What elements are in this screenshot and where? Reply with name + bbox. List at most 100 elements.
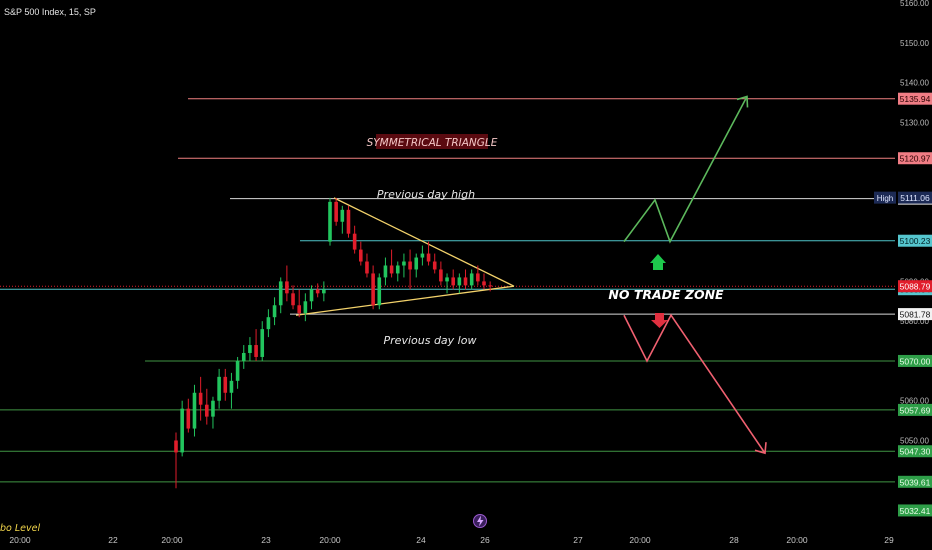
candle-body (291, 293, 295, 306)
level-tag-bg (898, 445, 932, 458)
annotations: SYMMETRICAL TRIANGLE Previous day high P… (367, 134, 724, 347)
candle-body (174, 440, 178, 453)
candle-body (248, 345, 252, 353)
candle-body (482, 281, 486, 286)
time-tick: 20:00 (629, 535, 651, 545)
level-tag: 5032.41 (900, 506, 931, 516)
no-trade-zone-label: NO TRADE ZONE (608, 287, 724, 302)
candle-body (451, 277, 455, 286)
candle-body (205, 404, 209, 417)
level-tag: 5047.30 (900, 447, 931, 457)
time-tick: 24 (416, 535, 426, 545)
bullish-arrowhead (736, 95, 749, 108)
level-tag-bg (898, 152, 932, 165)
candle-body (309, 289, 314, 302)
candle-body (254, 345, 258, 357)
price-tick: 5080.00 (900, 317, 929, 326)
candle-body (414, 257, 419, 270)
time-tick: 26 (480, 535, 490, 545)
direction-icons (650, 254, 668, 328)
candle-body (445, 277, 449, 282)
candle-body (457, 277, 462, 286)
pattern-title-background (376, 134, 488, 149)
triangle-lower-trendline (295, 285, 515, 316)
candle-body (272, 305, 277, 318)
lightning-icon[interactable] (473, 514, 487, 528)
candle-body (389, 265, 394, 274)
high-marker-label: High (877, 194, 893, 203)
candle-body (315, 289, 320, 294)
candle-body (432, 261, 437, 270)
candle-body (198, 392, 203, 405)
prev-day-low-label: Previous day low (384, 334, 477, 347)
high-value-tag: 5111.06 (900, 193, 930, 203)
bottom-left-clipped-label: bo Level (0, 523, 40, 534)
level-tag: 5100.23 (900, 236, 931, 246)
price-tick: 5130.00 (900, 118, 929, 127)
candle-body (488, 285, 492, 287)
candle-body (217, 376, 221, 401)
price-tags: 5135.945120.975110.825100.235088.045081.… (874, 92, 932, 517)
high-value-tag-bg (898, 191, 932, 204)
price-tick: 5060.00 (900, 397, 929, 406)
price-tick: 5140.00 (900, 79, 929, 88)
price-tick: 5150.00 (900, 39, 929, 48)
candle-body (328, 201, 332, 242)
time-tick: 22 (108, 535, 118, 545)
scenario-paths (623, 95, 767, 455)
candle-body (223, 376, 228, 393)
candle-body (303, 301, 308, 314)
last-price-tag-bg (898, 280, 932, 293)
bearish-arrowhead (754, 442, 767, 455)
level-tag-bg (898, 92, 932, 105)
candle-body (408, 261, 412, 270)
candle-body (371, 273, 375, 306)
level-tag: 5070.00 (900, 356, 931, 366)
candle-body (439, 269, 443, 282)
candle-body (383, 265, 388, 278)
time-tick: 20:00 (786, 535, 808, 545)
candle-body (420, 253, 425, 258)
time-tick: 28 (729, 535, 739, 545)
candle-body (285, 281, 289, 294)
time-tick: 23 (261, 535, 271, 545)
last-price-tag: 5088.79 (900, 282, 931, 292)
time-tick: 20:00 (9, 535, 31, 545)
candle-body (334, 201, 338, 222)
level-tag-bg (898, 308, 932, 321)
triangle-pattern (295, 197, 515, 316)
symbol-title[interactable]: S&P 500 Index, 15, SP (4, 7, 96, 17)
level-tag: 5135.94 (900, 94, 931, 104)
bearish-scenario-path (623, 313, 766, 454)
candle-body (352, 233, 357, 250)
bear-arrow-icon (651, 313, 668, 328)
prev-day-high-label: Previous day high (377, 188, 475, 201)
candle-body (278, 281, 283, 306)
time-tick: 27 (573, 535, 583, 545)
candle-body (395, 265, 400, 274)
candle-body (322, 289, 326, 294)
candle-body (297, 305, 301, 314)
candle-body (186, 408, 191, 429)
price-tick: 5050.00 (900, 436, 929, 445)
time-axis: 20:00 22 20:00 23 20:00 24 26 27 20:00 28 20:00 29 (9, 535, 894, 545)
candle-body (211, 400, 215, 417)
level-tag-bg (898, 403, 932, 416)
level-tag: 5081.78 (900, 310, 931, 320)
time-tick: 20:00 (161, 535, 183, 545)
pattern-title: SYMMETRICAL TRIANGLE (367, 137, 498, 149)
candle-body (340, 209, 345, 222)
candles (174, 197, 492, 489)
candle-body (469, 273, 474, 286)
candle-body (266, 317, 271, 330)
time-tick: 29 (884, 535, 894, 545)
level-tag: 5039.61 (900, 477, 931, 487)
candle-body (402, 261, 406, 266)
level-tag: 5120.97 (900, 154, 931, 164)
candle-body (476, 273, 480, 282)
candle-body (365, 261, 369, 274)
level-tag-bg (898, 354, 932, 367)
price-tick: 5160.00 (900, 0, 929, 8)
